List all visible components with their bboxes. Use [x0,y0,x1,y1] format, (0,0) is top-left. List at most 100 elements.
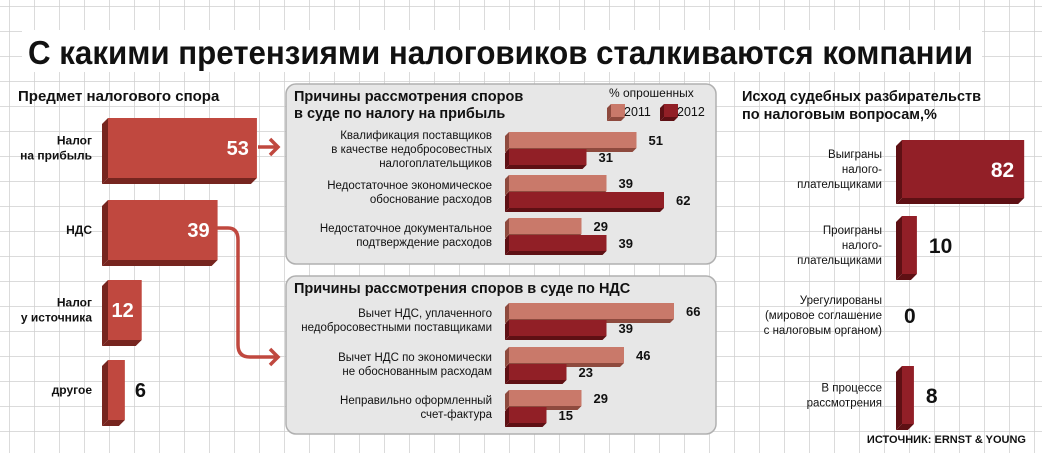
bar-side [505,192,509,212]
outcome-title: Исход судебных разбирательств [742,89,981,105]
bar-face [902,216,917,274]
reason-category-label: Квалификация поставщиков [340,130,492,142]
title-background [22,30,982,72]
outcome-bar [896,216,917,280]
bar-face [108,360,125,420]
subject-category-label: у источника [21,311,92,325]
bar-bottom [505,165,587,169]
subject-category-label: другое [52,383,93,397]
outcome-value-label: 10 [929,235,952,258]
value-label-2011: 39 [619,176,633,191]
reason-category-label: недобросовестными поставщиками [301,322,492,334]
bar-face [509,390,582,406]
outcome-category-label: (мировое соглашение [765,310,882,322]
value-label-2011: 29 [594,391,608,406]
bar-side [896,140,902,204]
bar-side [660,104,664,121]
value-label-2011: 29 [594,219,608,234]
outcome-category-label: Проиграны [823,225,882,237]
bar-side [505,218,509,238]
panel-1 [285,83,717,265]
value-label-2012: 62 [676,193,690,208]
bar-face [611,104,625,117]
reason-category-label: в качестве недобросовестных [331,144,492,156]
bar-face [664,104,678,117]
bar-face [509,175,607,191]
outcome-category-label: В процессе [821,383,882,395]
bar-bottom [102,178,257,184]
bar-bottom [660,117,678,121]
bar-bottom [505,380,567,384]
bar-bottom [102,340,142,346]
subject-bar [102,118,257,184]
subject-bar [102,360,125,426]
value-label-2012: 39 [619,236,633,251]
bar-face [108,200,218,260]
subject-category-label: на прибыль [20,149,92,163]
bar-side [505,407,509,427]
legend-swatch-2011 [607,104,625,121]
outcome-category-label: Выиграны [828,149,882,161]
bar-side [896,366,902,430]
panel-title: Причины рассмотрения споров в суде по НД… [294,281,631,297]
subject-bar [102,200,218,266]
outcome-category-label: налого- [842,240,882,252]
bar-face [509,132,637,148]
bar-side [505,132,509,152]
bar-2012 [505,235,607,255]
reason-category-label: обоснование расходов [370,194,492,206]
bar-bottom [896,424,914,430]
outcome-category-label: рассмотрения [807,398,882,410]
panel-title: в суде по налогу на прибыль [294,106,505,122]
bar-side [505,347,509,367]
value-label-2012: 31 [599,150,613,165]
arrow-vat-icon [217,226,281,367]
bar-side [505,303,509,323]
subject-category-label: Налог [57,296,92,310]
reason-category-label: счет-фактура [420,409,492,421]
bar-bottom [896,274,917,280]
reason-category-label: Вычет НДС, уплаченного [358,308,492,320]
subject-bar [102,280,142,346]
bar-face [108,118,257,178]
bar-2012 [505,407,547,427]
bar-bottom [896,198,1025,204]
legend-label-2012: 2012 [677,105,705,119]
bar-bottom [505,251,607,255]
bar-side [102,280,108,346]
bar-side [607,104,611,121]
source-note: ИСТОЧНИК: ERNST & YOUNG [867,434,1026,446]
value-label-2011: 46 [636,348,650,363]
outcome-title: по налоговым вопросам,% [742,107,937,123]
bar-bottom [505,208,664,212]
outcome-value-label: 82 [991,159,1014,182]
reason-category-label: Недостаточное экономическое [327,180,492,192]
bar-face [509,407,547,423]
reason-category-label: Вычет НДС по экономически [338,352,492,364]
bar-face [902,366,914,424]
bar-side [505,175,509,195]
bar-side [102,118,108,184]
bar-side [505,235,509,255]
reason-category-label: налогоплательщиков [379,158,492,170]
legend-label-2011: 2011 [624,105,651,119]
outcome-value-label: 0 [904,305,916,328]
bar-face [509,364,567,380]
bar-face [509,235,607,251]
reason-category-label: Неправильно оформленный [340,395,492,407]
subject-value-label: 39 [187,220,209,242]
bar-side [505,390,509,410]
legend-title: % опрошенных [609,86,694,100]
bar-2012 [505,364,567,384]
value-label-2012: 15 [559,408,573,423]
arrow-profit-icon [258,137,281,157]
subject-value-label: 6 [135,380,146,402]
outcome-bar [896,366,914,430]
subject-category-label: НДС [66,223,92,237]
legend-swatch-2012 [660,104,678,121]
bar-side [896,216,902,280]
value-label-2012: 39 [619,321,633,336]
outcome-category-label: плательщиками [797,179,882,191]
reason-category-label: не обоснованным расходам [342,366,492,378]
